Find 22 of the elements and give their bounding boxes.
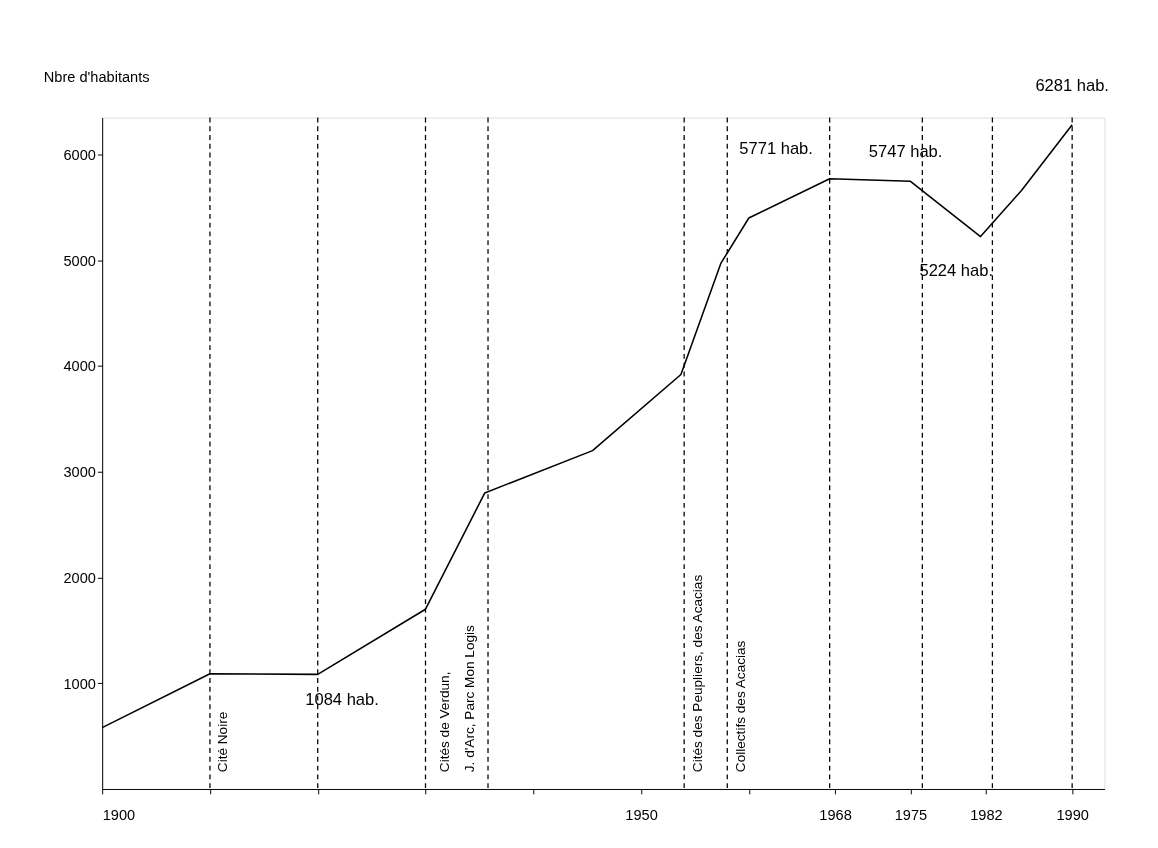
ref-line-label: Cités de Verdun, J. d'Arc, Parc Mon Logis (437, 624, 478, 773)
x-tick-label: 1982 (970, 806, 1003, 823)
annotation: 5747 hab. (868, 141, 943, 161)
y-tick-label: 2000 (63, 569, 96, 586)
x-tick-label: 1975 (894, 806, 928, 823)
x-tick-label: 1950 (625, 806, 658, 823)
annotation: 6281 hab. (1035, 75, 1109, 95)
x-tick-label: 1900 (102, 806, 136, 823)
ref-line-label: Cités des Peupliers, des Acacias (689, 574, 705, 773)
annotation: 5224 hab. (919, 261, 993, 281)
ref-line-label: Cité Noire (215, 711, 231, 773)
annotation: 1084 hab. (305, 689, 379, 709)
ref-line-label: Collectifs des Acacias (732, 640, 748, 773)
y-axis-title: Nbre d'habitants (43, 68, 150, 85)
y-tick-label: 5000 (63, 252, 96, 269)
y-tick-label: 3000 (63, 464, 96, 481)
annotation: 5771 hab. (739, 139, 813, 159)
x-tick-label: 1990 (1056, 806, 1089, 823)
x-tick-label: 1968 (819, 806, 852, 823)
y-tick-label: 6000 (63, 146, 96, 163)
y-tick-label: 1000 (63, 675, 96, 692)
y-tick-label: 4000 (63, 358, 96, 375)
